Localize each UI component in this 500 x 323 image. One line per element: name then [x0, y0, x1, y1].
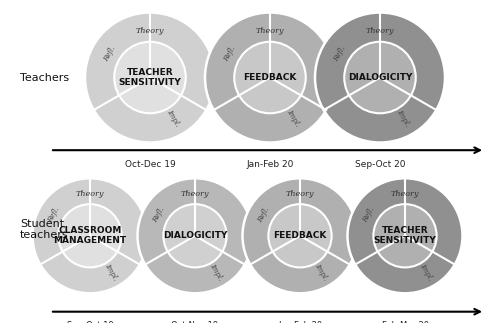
Text: Refl.: Refl.	[152, 206, 166, 224]
Text: Feb-Mar 20: Feb-Mar 20	[382, 321, 428, 323]
Ellipse shape	[138, 178, 252, 293]
Ellipse shape	[58, 204, 122, 267]
Ellipse shape	[348, 178, 463, 293]
Text: FEEDBACK: FEEDBACK	[244, 73, 296, 82]
Ellipse shape	[85, 13, 215, 142]
Text: Teachers: Teachers	[20, 73, 69, 82]
Text: Theory: Theory	[286, 190, 314, 198]
Text: Impl.: Impl.	[102, 262, 119, 282]
Text: Jan-Feb 20: Jan-Feb 20	[278, 321, 322, 323]
Text: Refl.: Refl.	[222, 45, 237, 63]
Text: DIALOGICITY: DIALOGICITY	[163, 231, 227, 240]
Text: CLASSROOM
MANAGEMENT: CLASSROOM MANAGEMENT	[54, 226, 127, 245]
Ellipse shape	[315, 13, 445, 142]
Text: Impl.: Impl.	[208, 262, 224, 282]
Ellipse shape	[268, 204, 332, 267]
Ellipse shape	[374, 204, 436, 267]
Ellipse shape	[242, 178, 358, 293]
Ellipse shape	[32, 178, 148, 293]
Text: Refl.: Refl.	[332, 45, 347, 63]
Ellipse shape	[164, 204, 226, 267]
Text: Impl.: Impl.	[396, 108, 411, 128]
Text: Refl.: Refl.	[46, 206, 62, 224]
Text: Theory: Theory	[181, 190, 209, 198]
Text: Theory: Theory	[136, 27, 164, 35]
Ellipse shape	[205, 13, 335, 142]
Text: Theory: Theory	[76, 190, 104, 198]
Text: Jan-Feb 20: Jan-Feb 20	[246, 160, 294, 169]
Text: Impl.: Impl.	[286, 108, 302, 128]
Text: Theory: Theory	[391, 190, 419, 198]
Text: Impl.: Impl.	[166, 108, 182, 128]
Text: Impl.: Impl.	[312, 262, 329, 282]
Text: FEEDBACK: FEEDBACK	[274, 231, 326, 240]
Text: Oct-Dec 19: Oct-Dec 19	[124, 160, 176, 169]
Text: Refl.: Refl.	[362, 206, 376, 224]
Text: Theory: Theory	[366, 27, 394, 35]
Text: Sep-Oct 20: Sep-Oct 20	[355, 160, 405, 169]
Text: Oct-Nov 19: Oct-Nov 19	[172, 321, 218, 323]
Text: Refl.: Refl.	[256, 206, 272, 224]
Ellipse shape	[114, 42, 186, 113]
Text: Student
teachers: Student teachers	[20, 219, 68, 240]
Ellipse shape	[344, 42, 416, 113]
Text: TEACHER
SENSITIVITY: TEACHER SENSITIVITY	[118, 68, 182, 87]
Text: DIALOGICITY: DIALOGICITY	[348, 73, 412, 82]
Ellipse shape	[234, 42, 306, 113]
Text: TEACHER
SENSITIVITY: TEACHER SENSITIVITY	[374, 226, 436, 245]
Text: Sep-Oct 19: Sep-Oct 19	[66, 321, 114, 323]
Text: Refl.: Refl.	[102, 45, 117, 63]
Text: Impl.: Impl.	[418, 262, 434, 282]
Text: Theory: Theory	[256, 27, 284, 35]
